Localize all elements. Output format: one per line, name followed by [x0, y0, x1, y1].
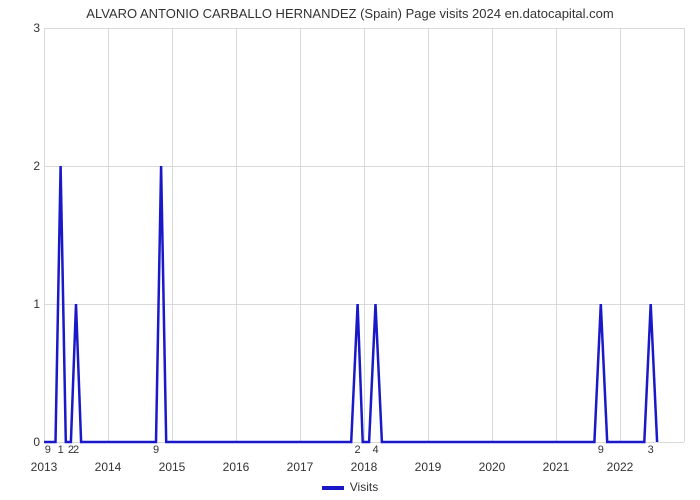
data-point-label: 3	[648, 444, 654, 456]
data-point-label: 1	[58, 444, 64, 456]
legend-swatch	[322, 486, 344, 490]
visits-line	[44, 166, 657, 442]
data-point-label: 4	[372, 444, 378, 456]
data-point-label: 9	[45, 444, 51, 456]
legend: Visits	[0, 480, 700, 494]
legend-label: Visits	[350, 480, 378, 494]
data-point-label: 2	[73, 444, 79, 456]
chart-svg	[0, 0, 700, 500]
data-point-label: 9	[153, 444, 159, 456]
data-point-label: 9	[598, 444, 604, 456]
data-point-label: 2	[355, 444, 361, 456]
chart-container: ALVARO ANTONIO CARBALLO HERNANDEZ (Spain…	[0, 0, 700, 500]
